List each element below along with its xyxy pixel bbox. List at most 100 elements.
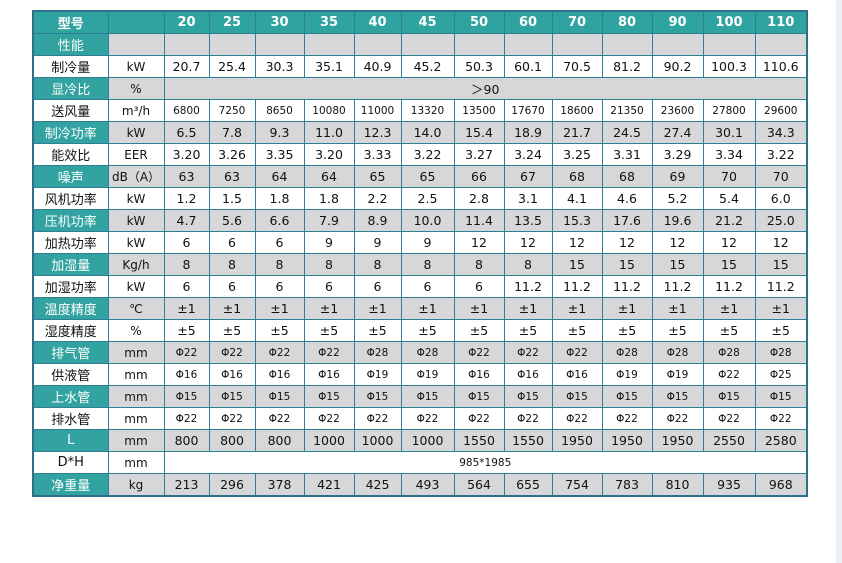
value-cell: ±5 (453, 319, 505, 342)
section-blank-cell (107, 33, 165, 56)
value-cell: Φ15 (353, 385, 402, 408)
value-cell: 13.5 (503, 209, 553, 232)
row-unit: mm (107, 429, 165, 452)
value-cell: ±1 (503, 297, 553, 320)
value-cell: 11.2 (551, 275, 603, 298)
value-cell: 3.33 (353, 143, 402, 166)
value-cell: 18600 (551, 99, 603, 122)
value-cell: 18.9 (503, 121, 553, 144)
value-cell: 64 (303, 165, 355, 188)
row-unit: kg (107, 473, 165, 497)
value-cell: 27.4 (651, 121, 704, 144)
model-header-cell: 45 (400, 10, 455, 34)
value-cell: 11.2 (601, 275, 653, 298)
value-cell: 6 (400, 275, 455, 298)
model-header-cell: 35 (303, 10, 355, 34)
value-cell: 2.2 (353, 187, 402, 210)
value-cell: 1950 (601, 429, 653, 452)
value-cell: 6 (163, 231, 210, 254)
value-cell: 800 (208, 429, 256, 452)
row-label: 加湿量 (32, 253, 109, 276)
value-cell: 65 (353, 165, 402, 188)
value-cell: 21.2 (702, 209, 756, 232)
value-cell: Φ15 (503, 385, 553, 408)
model-header-cell: 70 (551, 10, 603, 34)
row-label: D*H (32, 451, 109, 474)
value-cell: Φ22 (453, 341, 505, 364)
model-header-cell: 20 (163, 10, 210, 34)
value-cell: 17670 (503, 99, 553, 122)
value-cell: 9 (303, 231, 355, 254)
page-edge (836, 0, 842, 563)
value-cell: 6 (353, 275, 402, 298)
value-cell: 8 (254, 253, 305, 276)
model-header-cell: 60 (503, 10, 553, 34)
value-cell: Φ16 (453, 363, 505, 386)
value-cell: 5.4 (702, 187, 756, 210)
value-cell: ±5 (551, 319, 603, 342)
value-cell: 29600 (754, 99, 808, 122)
value-cell: 21.7 (551, 121, 603, 144)
value-cell: 6 (254, 231, 305, 254)
value-cell: ±1 (353, 297, 402, 320)
value-cell: 34.3 (754, 121, 808, 144)
value-cell: Φ16 (503, 363, 553, 386)
value-cell: Φ15 (551, 385, 603, 408)
value-cell: Φ22 (163, 341, 210, 364)
value-cell: 25.4 (208, 55, 256, 78)
value-cell: 296 (208, 473, 256, 497)
table-row: 净重量 kg 213 296 378 421 425 493 564 655 754 783 810 93… (32, 473, 808, 497)
model-header-cell: 90 (651, 10, 704, 34)
value-cell: 21350 (601, 99, 653, 122)
value-cell: Φ25 (754, 363, 808, 386)
table-row: 噪声 dB（A） 63 63 64 64 65 65 66 67 68 68 69 70 70 (32, 165, 808, 188)
value-cell: 6 (208, 275, 256, 298)
table-row: 加湿量 Kg/h 8 8 8 8 8 8 8 8 15 15 15 15 15 (32, 253, 808, 276)
value-cell: ±5 (503, 319, 553, 342)
table-row: 上水管 mm Φ15 Φ15 Φ15 Φ15 Φ15 Φ15 Φ15 Φ15 Φ15 Φ15 Φ15 Φ1… (32, 385, 808, 408)
value-cell: Φ28 (400, 341, 455, 364)
value-cell: 6800 (163, 99, 210, 122)
row-unit: mm (107, 407, 165, 430)
value-cell: 7.8 (208, 121, 256, 144)
value-cell: Φ15 (651, 385, 704, 408)
table-row: 温度精度 ℃ ±1 ±1 ±1 ±1 ±1 ±1 ±1 ±1 ±1 ±1 ±1 ±1 ±1 (32, 297, 808, 320)
value-cell: ±1 (601, 297, 653, 320)
table-row: 制冷量 kW 20.7 25.4 30.3 35.1 40.9 45.2 50.3 60.1 70.… (32, 55, 808, 78)
value-cell: 3.1 (503, 187, 553, 210)
row-label: 排气管 (32, 341, 109, 364)
value-cell: 8 (453, 253, 505, 276)
value-cell: 1550 (453, 429, 505, 452)
value-cell: 81.2 (601, 55, 653, 78)
row-unit: % (107, 319, 165, 342)
table-row: 压机功率 kW 4.7 5.6 6.6 7.9 8.9 10.0 11.4 13.5 15.3 17.… (32, 209, 808, 232)
value-cell: Φ28 (601, 341, 653, 364)
value-cell: 64 (254, 165, 305, 188)
value-cell: Φ22 (208, 407, 256, 430)
section-row: 性能 (32, 33, 808, 56)
header-row: 型号 20 25 30 35 40 45 50 60 70 80 90 100 110 (32, 10, 808, 34)
value-cell: Φ22 (254, 407, 305, 430)
table-row: D*H mm 985*1985 (32, 451, 808, 474)
value-cell: 65 (400, 165, 455, 188)
value-cell: 1000 (303, 429, 355, 452)
value-cell: 1950 (651, 429, 704, 452)
value-cell: 8 (353, 253, 402, 276)
value-cell: 968 (754, 473, 808, 497)
value-cell: 11.2 (754, 275, 808, 298)
section-blank-cell (163, 33, 210, 56)
table-row: 排水管 mm Φ22 Φ22 Φ22 Φ22 Φ22 Φ22 Φ22 Φ22 Φ22 Φ22 Φ22 Φ2… (32, 407, 808, 430)
value-cell: ±5 (400, 319, 455, 342)
value-cell: 800 (163, 429, 210, 452)
value-cell: 1.8 (254, 187, 305, 210)
value-cell: 3.26 (208, 143, 256, 166)
table-row: 显冷比% ＞90 (32, 77, 808, 100)
value-cell: ±1 (651, 297, 704, 320)
model-header-cell: 30 (254, 10, 305, 34)
value-cell: 68 (601, 165, 653, 188)
row-label: 加湿功率 (32, 275, 109, 298)
value-cell: 45.2 (400, 55, 455, 78)
row-label: 湿度精度 (32, 319, 109, 342)
value-cell: 24.5 (601, 121, 653, 144)
value-cell: 425 (353, 473, 402, 497)
